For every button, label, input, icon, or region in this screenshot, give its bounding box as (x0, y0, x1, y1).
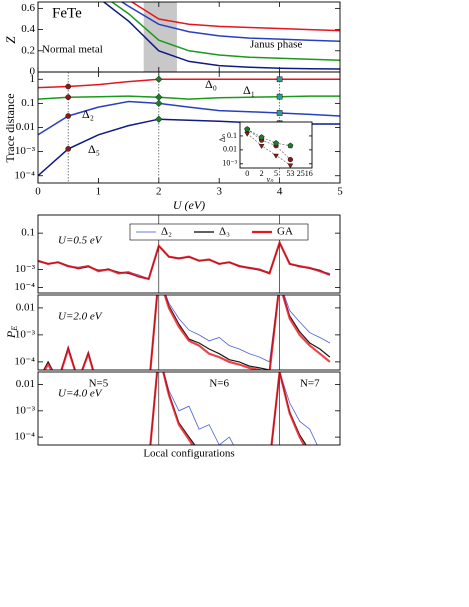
y-tick-label: 0.2 (21, 44, 35, 56)
x-tick-label: 4 (277, 186, 283, 198)
x-tick-label: 5 (337, 186, 343, 198)
series-line (43, 295, 331, 370)
marker (287, 142, 294, 149)
legend-label: Δ₃ (219, 226, 230, 238)
y-axis-label: PE (4, 326, 19, 339)
y-tick-label: 0.1 (227, 131, 237, 140)
x-tick-label: 2516 (297, 169, 313, 178)
y-tick-label: 0 (30, 66, 36, 78)
marker (65, 146, 71, 152)
y-tick-label: 10⁻³ (15, 404, 36, 416)
y-axis-label: Trace distance (3, 93, 17, 162)
y-tick-label: 0.6 (21, 2, 35, 14)
series-line (38, 241, 331, 280)
marker (258, 134, 265, 140)
series-line (130, 2, 340, 32)
axes-frame (37, 214, 341, 294)
y-axis-label: Z (3, 36, 18, 44)
series-label: Δ₂ (82, 107, 94, 121)
legend-box (129, 223, 309, 241)
x-tick-label: 0 (35, 186, 41, 198)
inset-y-label: Δₙ (218, 134, 227, 142)
y-tick-label: 0.1 (21, 97, 35, 109)
series-line (247, 129, 291, 160)
series-line (247, 129, 291, 146)
x-tick-label: 0 (245, 169, 249, 178)
marker (244, 131, 251, 137)
panel-annotation: U=4.0 eV (58, 388, 103, 400)
series-line (38, 95, 340, 100)
series-line (149, 372, 306, 445)
marker (65, 83, 71, 90)
series-line (38, 78, 340, 89)
legend-label: GA (277, 226, 293, 238)
y-tick-label: 0.1 (21, 227, 35, 239)
y-tick-label: 0.01 (16, 301, 35, 313)
y-tick-label: 10⁻⁴ (14, 281, 35, 293)
marker (65, 113, 71, 119)
x-tick-label: 5 (274, 169, 278, 178)
annotation: Normal metal (42, 44, 103, 56)
series-line (38, 239, 331, 281)
y-tick-label: 10⁻³ (222, 159, 237, 168)
inset-x-label: νₙ (267, 175, 275, 184)
section-label: N=6 (209, 378, 229, 390)
axes-frame (37, 71, 341, 184)
y-tick-label: 0.01 (16, 378, 35, 390)
legend-label: Δ₂ (161, 226, 172, 238)
y-tick-label: 10⁻⁴ (14, 169, 35, 181)
x-axis-label: Local configurations (143, 448, 234, 460)
y-tick-label: 0.4 (21, 23, 35, 35)
marker (155, 115, 163, 123)
marker (244, 126, 251, 132)
y-tick-label: 10⁻⁴ (14, 355, 35, 367)
series-line (38, 241, 330, 280)
marker (287, 163, 294, 169)
marker (276, 93, 283, 100)
x-tick-label: 2 (156, 186, 162, 198)
panel-annotation: U=0.5 eV (58, 235, 103, 247)
y-axis-label-sub: E (10, 326, 19, 332)
annotation: Janus phase (250, 39, 302, 51)
y-tick-label: 10⁻³ (15, 263, 36, 275)
panel-title: FeTe (52, 5, 82, 21)
marker (155, 93, 163, 101)
axes-frame (37, 371, 341, 446)
y-tick-label: 1 (30, 73, 36, 85)
x-tick-label: 2 (260, 169, 264, 178)
marker (273, 140, 279, 146)
marker (287, 157, 294, 163)
y-tick-label: 10⁻³ (15, 145, 36, 157)
x-tick-label: 3 (216, 186, 222, 198)
x-axis-label: U (eV) (173, 198, 205, 212)
marker (273, 153, 279, 159)
series-line (110, 2, 340, 62)
series-line (120, 2, 340, 42)
axes-frame (37, 294, 341, 371)
series-label: Δ₅ (88, 142, 100, 156)
y-tick-label: 10⁻⁴ (14, 431, 35, 443)
section-label: N=5 (89, 378, 109, 390)
x-tick-label: 1 (96, 186, 102, 198)
panel-annotation: U=2.0 eV (58, 311, 103, 323)
series-line (102, 2, 340, 70)
y-tick-label: 0.01 (16, 121, 35, 133)
y-tick-label: 10⁻³ (15, 328, 36, 340)
series-label: Δ₁ (243, 83, 255, 97)
marker (276, 76, 283, 83)
section-label: N=7 (300, 378, 320, 390)
marker (276, 110, 283, 116)
series-label: Δ₀ (205, 77, 217, 91)
marker (155, 75, 163, 83)
marker (258, 143, 265, 150)
marker (155, 99, 163, 108)
y-axis-label-main: P (4, 330, 18, 339)
axes-frame (239, 121, 313, 169)
x-tick-label: 53 (286, 169, 294, 178)
marker (65, 94, 71, 101)
series-line (38, 100, 340, 136)
y-tick-label: 0.01 (223, 145, 237, 154)
